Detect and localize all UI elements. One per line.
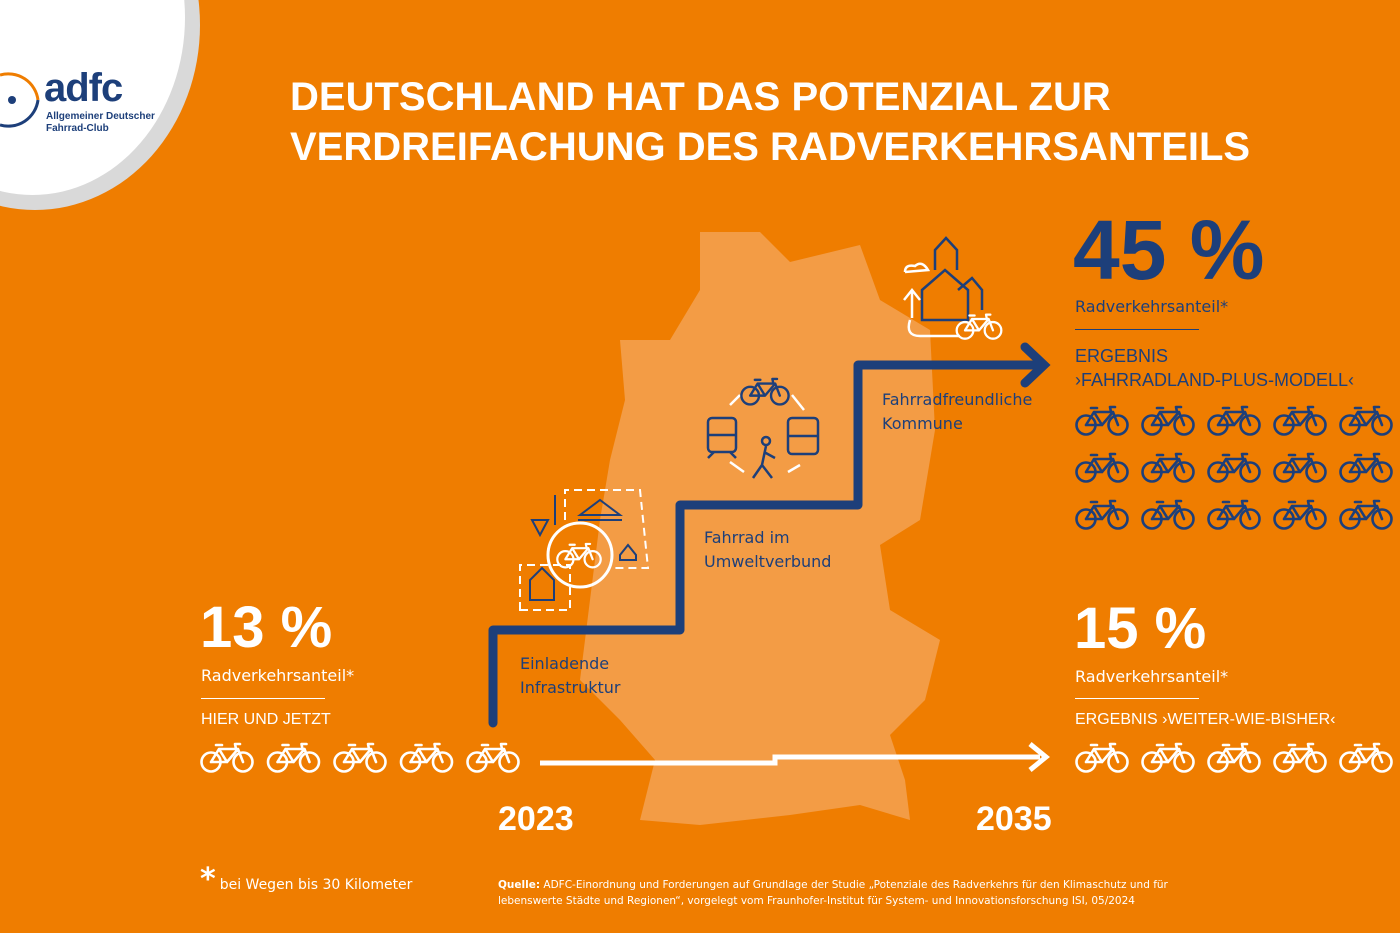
baseline-caption: ERGEBNIS ›WEITER-WIE-BISHER‹ — [1075, 711, 1336, 728]
step-line: Umweltverbund — [704, 552, 832, 571]
bike-icon-plus — [1141, 499, 1195, 530]
bike-icon-today — [399, 742, 454, 773]
source-text: ADFC-Einordnung und Forderungen auf Grun… — [498, 879, 1168, 907]
bike-icon-plus — [1141, 452, 1195, 483]
footnote: * bei Wegen bis 30 Kilometer — [200, 862, 413, 897]
baseline-arrow — [540, 754, 1040, 766]
logo-wheel-icon — [0, 72, 40, 128]
bike-icon-plus — [1207, 452, 1261, 483]
infrastructure-icon — [519, 489, 650, 611]
bike-icon-baseline — [1141, 742, 1195, 773]
bike-icon-baseline — [1075, 742, 1129, 773]
page-title: DEUTSCHLAND HAT DAS POTENZIAL ZUR VERDRE… — [290, 72, 1250, 172]
bike-icon-today — [466, 742, 520, 773]
plus-caption-line-2: ›FAHRRADLAND-PLUS-MODELL‹ — [1075, 370, 1355, 390]
bike-icon-plus — [1075, 405, 1129, 436]
footnote-mark: * — [200, 862, 216, 897]
bike-icon-baseline — [1339, 742, 1393, 773]
plus-caption-line-1: ERGEBNIS — [1075, 346, 1169, 366]
step1-bike-icon — [556, 542, 602, 569]
step-line: Fahrradfreundliche — [882, 390, 1033, 409]
divider — [1075, 698, 1199, 699]
logo-subtitle: Allgemeiner Deutscher Fahrrad-Club — [46, 111, 155, 134]
source-label: Quelle: — [498, 879, 541, 891]
year-end: 2035 — [976, 800, 1052, 838]
bike-icon-plus — [1141, 405, 1195, 436]
germany-map — [580, 232, 940, 825]
step3-bike-icon — [955, 313, 1003, 340]
staircase-arrow-head-icon — [1020, 342, 1051, 388]
baseline-label: Radverkehrsanteil* — [1075, 667, 1229, 686]
bike-icon-plus — [1339, 452, 1393, 483]
baseline-arrow-head-icon — [1028, 742, 1050, 772]
bike-icon-plus — [1339, 499, 1393, 530]
step-kommune: Fahrradfreundliche Kommune — [882, 388, 1032, 436]
baseline-value: 15 % — [1074, 596, 1207, 661]
title-line-1: DEUTSCHLAND HAT DAS POTENZIAL ZUR — [290, 75, 1111, 119]
plus-value: 45 % — [1073, 203, 1265, 297]
source-note: Quelle: ADFC-Einordnung und Forderungen … — [498, 877, 1218, 909]
footnote-text: bei Wegen bis 30 Kilometer — [219, 877, 413, 893]
today-value: 13 % — [200, 595, 333, 660]
step-infrastruktur: Einladende Infrastruktur — [520, 652, 620, 700]
bike-icon-baseline — [1273, 742, 1327, 773]
logo-area — [0, 0, 200, 212]
bike-icon-plus — [1075, 452, 1129, 483]
today-label: Radverkehrsanteil* — [201, 666, 355, 685]
divider — [1075, 329, 1199, 330]
plus-label: Radverkehrsanteil* — [1075, 297, 1229, 316]
bike-icon-plus — [1075, 499, 1129, 530]
bike-icon-plus — [1207, 405, 1261, 436]
bike-icon-today — [200, 742, 254, 773]
umweltverbund-icon — [706, 394, 820, 479]
bike-icon-plus — [1273, 405, 1327, 436]
bike-icon-plus — [1273, 452, 1327, 483]
step-umweltverbund: Fahrrad im Umweltverbund — [704, 526, 831, 574]
step-line: Fahrrad im — [704, 528, 790, 547]
bike-icon-plus — [1339, 405, 1393, 436]
kommune-icon — [903, 236, 984, 338]
staircase-arrow — [488, 360, 1040, 728]
bike-icon-today — [266, 742, 321, 773]
step-line: Einladende — [520, 654, 610, 673]
today-caption: HIER UND JETZT — [201, 711, 331, 728]
bike-icon-plus — [1207, 499, 1261, 530]
logo-wordmark: adfc — [44, 66, 123, 110]
bike-icon-today — [333, 742, 387, 773]
bike-icon-baseline — [1207, 742, 1261, 773]
step-line: Kommune — [882, 414, 963, 433]
divider — [201, 698, 325, 699]
plus-caption: ERGEBNIS ›FAHRRADLAND-PLUS-MODELL‹ — [1075, 344, 1354, 392]
bike-icon-plus — [1273, 499, 1327, 530]
year-start: 2023 — [498, 800, 574, 838]
title-line-2: VERDREIFACHUNG DES RADVERKEHRSANTEILS — [290, 125, 1251, 169]
step-line: Infrastruktur — [520, 678, 621, 697]
